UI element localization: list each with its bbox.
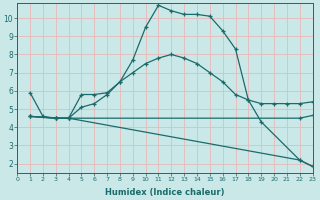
X-axis label: Humidex (Indice chaleur): Humidex (Indice chaleur)	[105, 188, 225, 197]
